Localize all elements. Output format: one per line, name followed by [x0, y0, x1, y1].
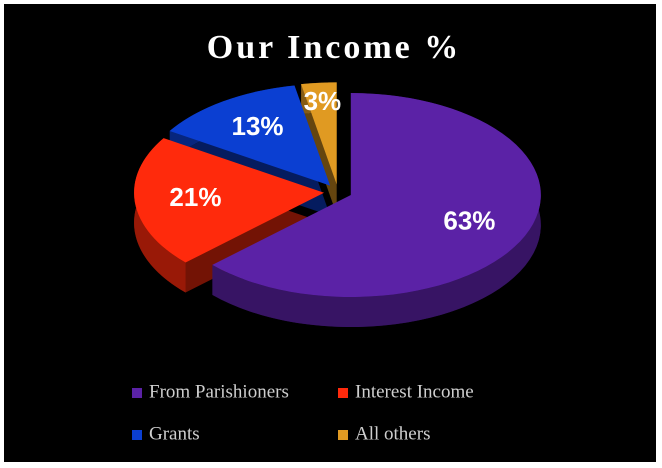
- data-label: 3%: [304, 86, 342, 116]
- chart-title: Our Income %: [207, 29, 461, 66]
- legend-label: From Parishioners: [149, 381, 289, 402]
- slice: [134, 138, 325, 263]
- slice: [212, 93, 541, 298]
- data-label: 63%: [443, 205, 495, 235]
- legend-swatch: [338, 388, 348, 398]
- slice-side: [212, 93, 541, 328]
- data-label: 13%: [231, 111, 283, 141]
- legend-swatch: [132, 388, 142, 398]
- legend-label: All others: [355, 423, 430, 444]
- slice: [169, 85, 331, 186]
- data-label: 21%: [169, 182, 221, 212]
- slice: [301, 82, 337, 185]
- legend-label: Grants: [149, 423, 200, 444]
- legend-label: Interest Income: [355, 381, 474, 402]
- legend-swatch: [338, 430, 348, 440]
- legend-swatch: [132, 430, 142, 440]
